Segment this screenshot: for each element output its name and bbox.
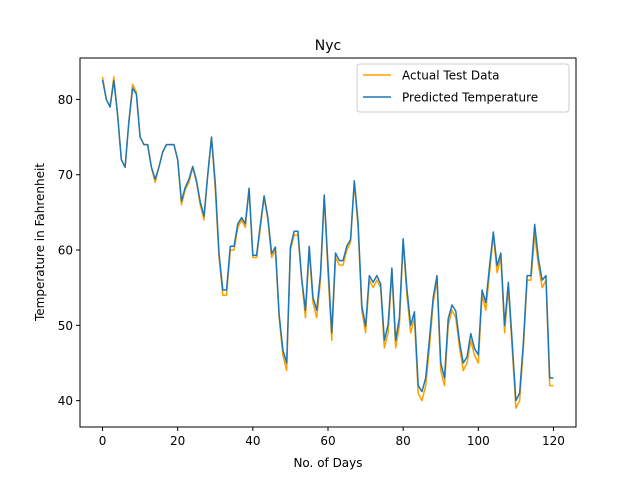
x-axis-ticks: 0 20 40 60 80 100 120 <box>99 427 565 448</box>
x-tick-label: 60 <box>320 434 335 448</box>
x-tick-label: 100 <box>467 434 490 448</box>
series-layer <box>101 76 554 409</box>
x-tick-label: 40 <box>245 434 260 448</box>
y-axis-label: Temperature in Fahrenheit <box>33 163 47 322</box>
y-tick-label: 70 <box>58 168 73 182</box>
x-tick-label: 20 <box>170 434 185 448</box>
x-axis-label: No. of Days <box>293 456 362 470</box>
y-axis-ticks: 40 50 60 70 80 <box>58 93 80 408</box>
y-tick-label: 50 <box>58 319 73 333</box>
legend-label-predicted: Predicted Temperature <box>402 91 538 105</box>
y-tick-label: 80 <box>58 93 73 107</box>
legend-label-actual: Actual Test Data <box>402 69 500 83</box>
x-tick-label: 120 <box>542 434 565 448</box>
x-tick-label: 0 <box>99 434 107 448</box>
legend-box <box>356 63 570 113</box>
x-tick-label: 80 <box>396 434 411 448</box>
y-tick-label: 40 <box>58 394 73 408</box>
legend: Actual Test Data Predicted Temperature <box>356 63 570 113</box>
plot-area <box>79 57 577 428</box>
chart-title: Nyc <box>315 38 341 54</box>
series-line-predicted <box>101 79 554 402</box>
y-tick-label: 60 <box>58 244 73 258</box>
